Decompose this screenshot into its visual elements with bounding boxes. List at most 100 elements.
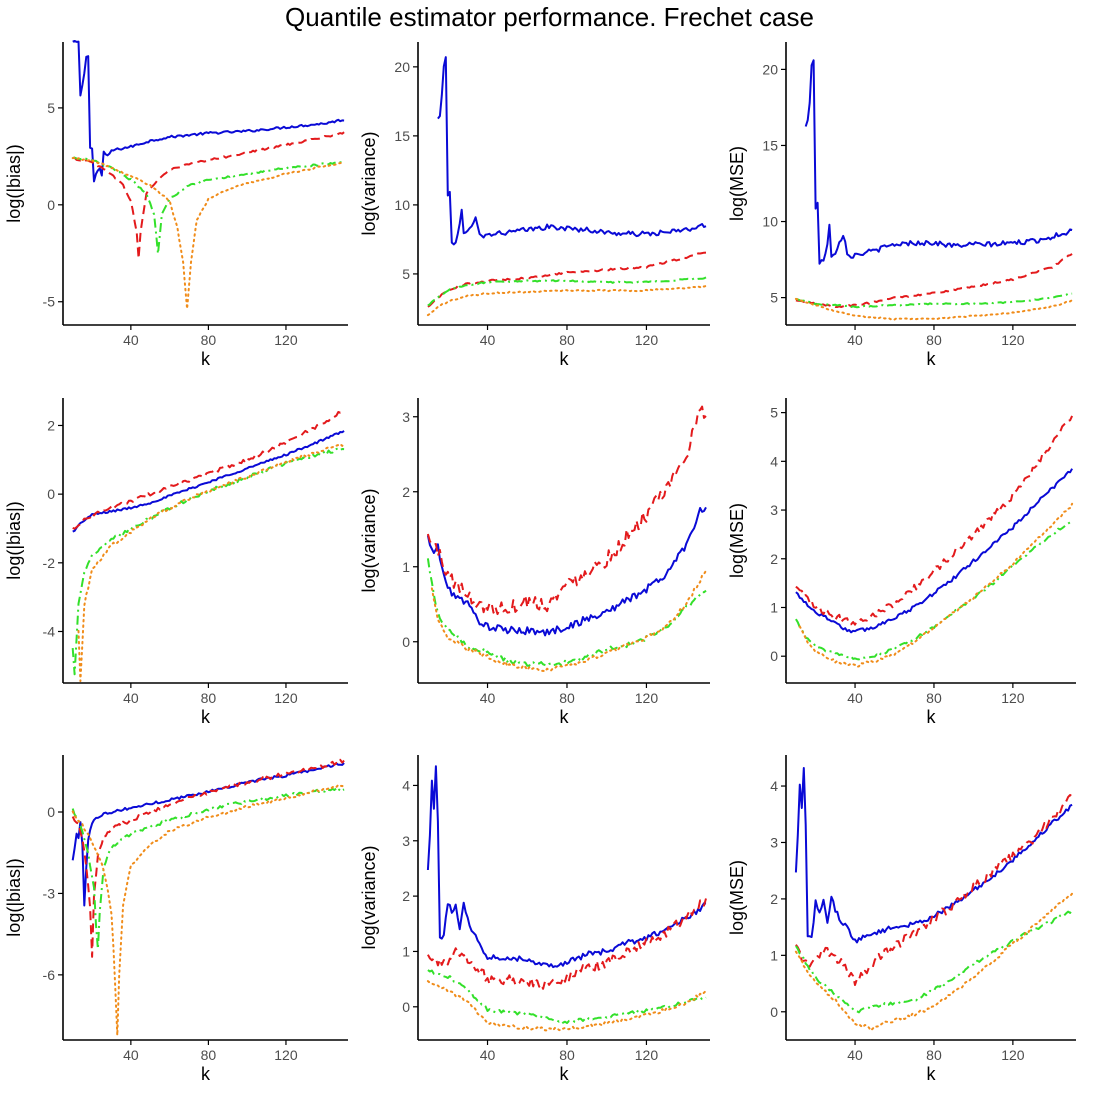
- x-tick-label: 120: [635, 1047, 659, 1063]
- series-line-orange: [77, 442, 346, 683]
- series-line-red: [71, 758, 345, 958]
- series-line-red: [795, 415, 1074, 626]
- series-line-orange: [71, 156, 346, 310]
- y-tick-label: -2: [43, 555, 56, 571]
- y-tick-label: 4: [770, 778, 778, 794]
- x-tick-label: 120: [274, 332, 298, 348]
- y-tick-label: 0: [47, 804, 55, 820]
- series-line-green: [427, 969, 707, 1025]
- series-line-blue: [71, 762, 345, 907]
- x-axis-title: k: [560, 1064, 570, 1084]
- y-tick-label: 0: [402, 634, 410, 650]
- x-tick-label: 40: [847, 332, 863, 348]
- x-tick-label: 120: [635, 332, 659, 348]
- x-axis-title: k: [201, 707, 211, 727]
- x-tick-label: 120: [274, 1047, 298, 1063]
- x-tick-label: 40: [480, 690, 496, 706]
- panel-1-2: 40 80 120 5 10 15 20 k log(variance): [359, 42, 710, 369]
- y-tick-label: 2: [770, 891, 778, 907]
- y-tick-label: 1: [402, 943, 410, 959]
- y-tick-label: 10: [762, 214, 778, 230]
- y-tick-label: -4: [43, 623, 56, 639]
- series-line-red: [72, 131, 345, 260]
- x-tick-label: 40: [847, 690, 863, 706]
- y-tick-label: 5: [770, 405, 778, 421]
- y-axis-title: log(variance): [359, 131, 379, 235]
- y-axis-title: log(|bias|): [4, 858, 24, 936]
- y-tick-label: 2: [770, 551, 778, 567]
- y-tick-label: -5: [43, 294, 56, 310]
- series-line-orange: [426, 284, 707, 317]
- x-tick-label: 80: [559, 332, 575, 348]
- series-line-orange: [794, 297, 1074, 321]
- panel-2-1: 40 80 120 -4 -2 0 2 k log(|bias|): [4, 398, 348, 727]
- y-axis-title: log(MSE): [727, 860, 747, 935]
- y-tick-label: 3: [402, 833, 410, 849]
- series-line-red: [427, 898, 707, 990]
- y-axis-title: log(variance): [359, 488, 379, 592]
- panel-3-3: 40 80 120 0 1 2 3 4 k log(MSE): [727, 755, 1076, 1084]
- y-tick-label: -3: [43, 885, 56, 901]
- series-line-orange: [430, 569, 707, 673]
- y-tick-label: 0: [47, 486, 55, 502]
- x-tick-label: 120: [1001, 690, 1025, 706]
- y-tick-label: 1: [770, 947, 778, 963]
- x-axis-title: k: [560, 707, 570, 727]
- x-tick-label: 40: [123, 1047, 139, 1063]
- panel-1-1: 40 80 120 -5 0 5 k log(|bias|): [4, 40, 348, 369]
- x-tick-label: 80: [559, 690, 575, 706]
- y-tick-label: 2: [402, 888, 410, 904]
- y-tick-label: 5: [402, 266, 410, 282]
- x-tick-label: 80: [926, 332, 942, 348]
- x-axis-title: k: [927, 707, 937, 727]
- series-line-green: [795, 519, 1073, 661]
- y-tick-label: 15: [762, 137, 778, 153]
- series-line-green: [795, 292, 1073, 309]
- panel-2-3: 40 80 120 0 1 2 3 4 5 k log(MSE): [727, 398, 1076, 727]
- panel-3-2: 40 80 120 0 1 2 3 4 k log(variance): [359, 755, 710, 1084]
- y-tick-label: 3: [770, 502, 778, 518]
- x-tick-label: 40: [480, 1047, 496, 1063]
- series-line-green: [71, 447, 345, 676]
- x-axis-title: k: [927, 349, 937, 369]
- x-tick-label: 120: [1001, 1047, 1025, 1063]
- x-tick-label: 40: [847, 1047, 863, 1063]
- series-line-blue: [426, 765, 707, 969]
- figure-title: Quantile estimator performance. Frechet …: [285, 2, 814, 32]
- series-line-green: [427, 276, 707, 307]
- series-line-green: [71, 787, 345, 950]
- x-tick-label: 80: [559, 1047, 575, 1063]
- series-line-green: [72, 156, 345, 255]
- series-line-green: [426, 558, 707, 667]
- x-tick-label: 80: [201, 1047, 217, 1063]
- series-line-blue: [437, 56, 707, 246]
- series-line-orange: [794, 892, 1074, 1032]
- y-tick-label: 1: [402, 559, 410, 575]
- x-axis-title: k: [201, 1064, 211, 1084]
- y-tick-label: 3: [402, 409, 410, 425]
- series-line-blue: [72, 40, 345, 183]
- y-tick-label: 4: [770, 453, 778, 469]
- series-line-blue: [804, 59, 1073, 265]
- y-tick-label: 2: [47, 417, 55, 433]
- y-tick-label: 15: [394, 128, 410, 144]
- y-tick-label: 0: [402, 999, 410, 1015]
- x-tick-label: 40: [123, 690, 139, 706]
- x-tick-label: 80: [201, 690, 217, 706]
- panel-1-3: 40 80 120 5 10 15 20 k log(MSE): [727, 42, 1076, 369]
- y-tick-label: 4: [402, 777, 410, 793]
- y-tick-label: -6: [43, 967, 56, 983]
- x-tick-label: 80: [926, 1047, 942, 1063]
- y-tick-label: 3: [770, 834, 778, 850]
- x-axis-title: k: [927, 1064, 937, 1084]
- y-tick-label: 20: [394, 59, 410, 75]
- series-line-blue: [426, 506, 707, 637]
- y-tick-label: 20: [762, 61, 778, 77]
- x-axis-title: k: [560, 349, 570, 369]
- x-tick-label: 80: [201, 332, 217, 348]
- x-tick-label: 120: [635, 690, 659, 706]
- series-line-red: [795, 253, 1073, 308]
- y-axis-title: log(|bias|): [4, 501, 24, 579]
- series-line-orange: [71, 783, 346, 1037]
